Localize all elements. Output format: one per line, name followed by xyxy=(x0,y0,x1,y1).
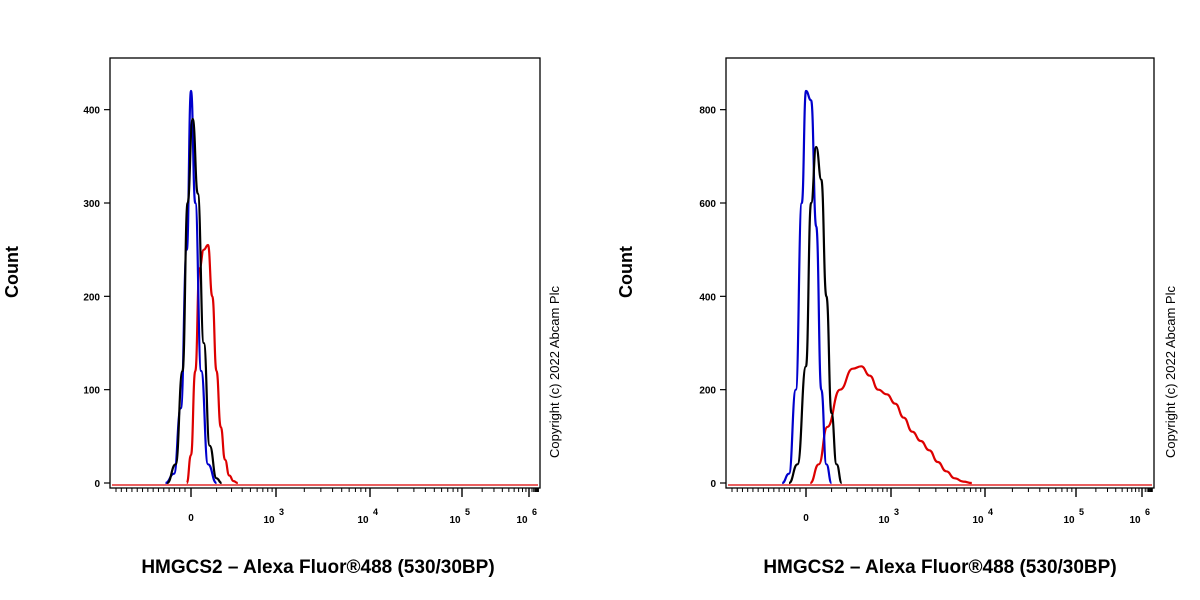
x-tick-label: 10 xyxy=(449,515,461,526)
plot-frame xyxy=(109,57,541,489)
x-tick-label: 10 xyxy=(516,515,528,526)
plot-frame xyxy=(725,57,1155,489)
series-layer xyxy=(728,89,1152,486)
x-tick-label: 10 xyxy=(1129,515,1141,526)
series-line-HMGCS2-antibody xyxy=(185,243,238,485)
y-tick-label: 800 xyxy=(699,106,716,117)
y-tick-label: 300 xyxy=(83,199,100,210)
y-tick-label: 0 xyxy=(94,479,100,490)
x-tick-exponent: 5 xyxy=(465,507,470,517)
x-tick-exponent: 6 xyxy=(1145,507,1150,517)
y-axis-label: Count xyxy=(616,246,636,298)
histogram-panel-right: Count HMGCS2 – Alexa Fluor®488 (530/30BP… xyxy=(616,57,1178,578)
x-axis: 0 10 3 10 4 10 5 10 6 xyxy=(731,488,1153,526)
x-tick-exponent: 4 xyxy=(373,507,378,517)
x-axis: 0 10 3 10 4 10 5 10 6 xyxy=(115,488,539,526)
x-tick-label: 10 xyxy=(972,515,984,526)
x-tick-label: 10 xyxy=(263,515,275,526)
x-tick-exponent: 3 xyxy=(894,507,899,517)
series-line-isotype-control xyxy=(166,117,222,485)
y-tick-label: 0 xyxy=(710,479,716,490)
y-tick-label: 200 xyxy=(699,386,716,397)
y-axis: 0 200 400 600 800 xyxy=(699,106,726,490)
x-tick-label: 0 xyxy=(188,513,194,524)
y-axis-label: Count xyxy=(2,246,22,298)
y-tick-label: 600 xyxy=(699,199,716,210)
histogram-panel-left: Count HMGCS2 – Alexa Fluor®488 (530/30BP… xyxy=(2,57,562,578)
x-tick-exponent: 3 xyxy=(279,507,284,517)
series-line-HMGCS2-antibody xyxy=(809,365,972,485)
x-tick-exponent: 6 xyxy=(532,507,537,517)
x-tick-exponent: 5 xyxy=(1079,507,1084,517)
x-tick-label: 10 xyxy=(1063,515,1075,526)
x-tick-label: 0 xyxy=(803,513,809,524)
y-tick-label: 100 xyxy=(83,386,100,397)
x-axis-label: HMGCS2 – Alexa Fluor®488 (530/30BP) xyxy=(763,557,1116,578)
y-tick-label: 400 xyxy=(83,106,100,117)
copyright-notice: Copyright (c) 2022 Abcam Plc xyxy=(547,286,562,458)
x-tick-label: 10 xyxy=(878,515,890,526)
x-tick-exponent: 4 xyxy=(988,507,993,517)
x-axis-label: HMGCS2 – Alexa Fluor®488 (530/30BP) xyxy=(141,557,494,578)
copyright-notice: Copyright (c) 2022 Abcam Plc xyxy=(1163,286,1178,458)
x-tick-label: 10 xyxy=(357,515,369,526)
y-tick-label: 400 xyxy=(699,292,716,303)
y-tick-label: 200 xyxy=(83,292,100,303)
series-line-isotype-control xyxy=(788,145,843,485)
series-line-blank-control xyxy=(781,89,833,485)
y-axis: 0 100 200 300 400 xyxy=(83,106,110,490)
series-layer xyxy=(112,89,538,486)
